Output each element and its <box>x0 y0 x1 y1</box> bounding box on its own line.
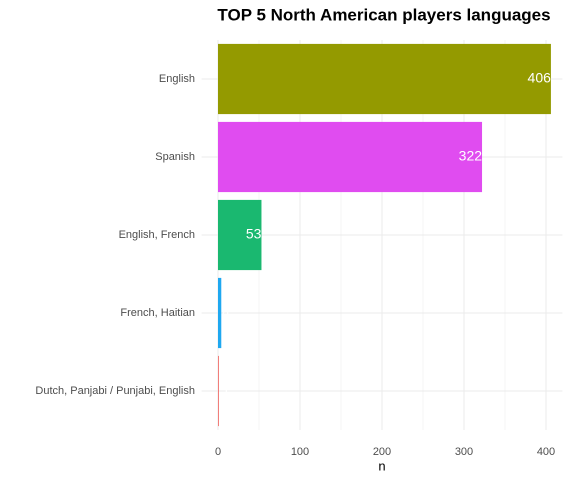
bar <box>218 43 551 115</box>
x-tick-label: 0 <box>215 446 221 458</box>
y-tick-label: English <box>159 73 195 85</box>
y-tick-label: Dutch, Panjabi / Punjabi, English <box>35 385 195 397</box>
data-label: 406 <box>528 70 552 86</box>
bar <box>218 199 262 271</box>
y-tick-label: Spanish <box>155 151 195 163</box>
chart-title: TOP 5 North American players languages <box>217 5 550 24</box>
y-tick-label: French, Haitian <box>120 307 195 319</box>
bar <box>218 277 222 349</box>
bar <box>218 121 483 193</box>
bar <box>218 355 219 427</box>
x-axis-title: n <box>378 458 385 473</box>
data-label: 322 <box>459 148 483 164</box>
data-label: 1 <box>222 382 230 398</box>
x-tick-label: 200 <box>373 446 391 458</box>
x-tick-label: 100 <box>291 446 309 458</box>
data-label: 4 <box>222 304 230 320</box>
x-tick-label: 400 <box>537 446 555 458</box>
y-tick-label: English, French <box>119 229 195 241</box>
x-tick-label: 300 <box>455 446 473 458</box>
data-label: 53 <box>246 226 262 242</box>
